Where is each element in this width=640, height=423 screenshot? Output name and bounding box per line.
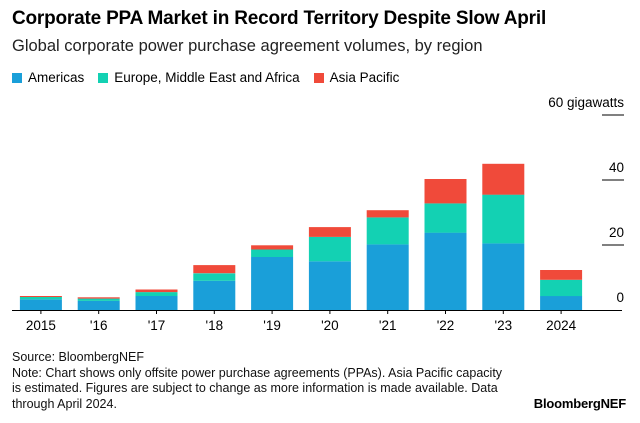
legend-item-apac: Asia Pacific xyxy=(313,70,400,85)
bar-2024-europe-middle-east-and-africa xyxy=(540,279,583,297)
bar-21-europe-middle-east-and-africa xyxy=(366,217,409,245)
bar-19-americas xyxy=(251,257,294,310)
y-tick-label-60: 60 gigawatts xyxy=(548,95,624,110)
legend-label-americas: Americas xyxy=(28,70,85,85)
x-tick-label-21: '21 xyxy=(379,318,397,333)
bar-17-americas xyxy=(135,296,178,310)
bar-22-europe-middle-east-and-africa xyxy=(424,203,467,233)
bar-23-asia-pacific xyxy=(482,163,525,195)
y-tick-label-40: 40 xyxy=(609,160,624,175)
x-tick-label-2024: 2024 xyxy=(546,318,577,333)
bar-2015-europe-middle-east-and-africa xyxy=(19,297,62,300)
x-tick-label-16: '16 xyxy=(90,318,108,333)
bar-20-europe-middle-east-and-africa xyxy=(308,236,351,262)
x-tick-label-2015: 2015 xyxy=(26,318,56,333)
y-tick-label-20: 20 xyxy=(609,225,624,240)
chart-subtitle: Global corporate power purchase agreemen… xyxy=(12,37,483,55)
bar-23-europe-middle-east-and-africa xyxy=(482,194,525,244)
note-text: Note: Chart shows only offsite power pur… xyxy=(12,365,503,411)
chart-footer: Source: BloombergNEF Note: Chart shows o… xyxy=(12,350,512,412)
y-tick-label-0: 0 xyxy=(616,290,624,305)
legend-swatch-americas xyxy=(12,72,22,83)
brand-logo-text: BloombergNEF xyxy=(533,396,626,411)
bar-16-europe-middle-east-and-africa xyxy=(77,298,120,301)
legend-label-emea: Europe, Middle East and Africa xyxy=(114,70,300,85)
bar-21-americas xyxy=(366,244,409,310)
bar-2024-americas xyxy=(540,296,583,310)
bar-22-americas xyxy=(424,232,467,310)
bar-18-europe-middle-east-and-africa xyxy=(193,273,236,281)
bar-18-americas xyxy=(193,280,236,311)
bar-17-asia-pacific xyxy=(135,289,178,293)
x-tick-label-19: '19 xyxy=(263,318,281,333)
x-tick-label-17: '17 xyxy=(148,318,166,333)
legend-swatch-emea xyxy=(98,72,109,83)
legend-item-emea: Europe, Middle East and Africa xyxy=(98,70,300,85)
bar-2015-asia-pacific xyxy=(19,296,62,297)
x-tick-label-23: '23 xyxy=(495,318,513,333)
bar-19-asia-pacific xyxy=(251,245,294,250)
x-tick-label-18: '18 xyxy=(206,318,224,333)
bar-20-asia-pacific xyxy=(308,227,351,237)
bar-2015-americas xyxy=(19,299,62,310)
bar-18-asia-pacific xyxy=(193,265,236,274)
bar-19-europe-middle-east-and-africa xyxy=(251,249,294,257)
bar-20-americas xyxy=(308,261,351,311)
legend: Americas Europe, Middle East and Africa … xyxy=(12,70,413,85)
legend-swatch-apac xyxy=(313,72,324,83)
x-tick-label-20: '20 xyxy=(321,318,339,333)
legend-item-americas: Americas xyxy=(12,70,84,85)
bar-17-europe-middle-east-and-africa xyxy=(135,292,178,296)
bar-16-asia-pacific xyxy=(77,297,120,299)
chart-title: Corporate PPA Market in Record Territory… xyxy=(12,8,547,29)
bar-16-americas xyxy=(77,300,120,310)
legend-label-apac: Asia Pacific xyxy=(329,70,400,85)
bar-2024-asia-pacific xyxy=(540,270,583,280)
bar-23-americas xyxy=(482,243,525,310)
x-tick-label-22: '22 xyxy=(437,318,455,333)
bar-21-asia-pacific xyxy=(366,210,409,218)
source-text: Source: BloombergNEF xyxy=(12,350,145,364)
bar-22-asia-pacific xyxy=(424,179,467,204)
